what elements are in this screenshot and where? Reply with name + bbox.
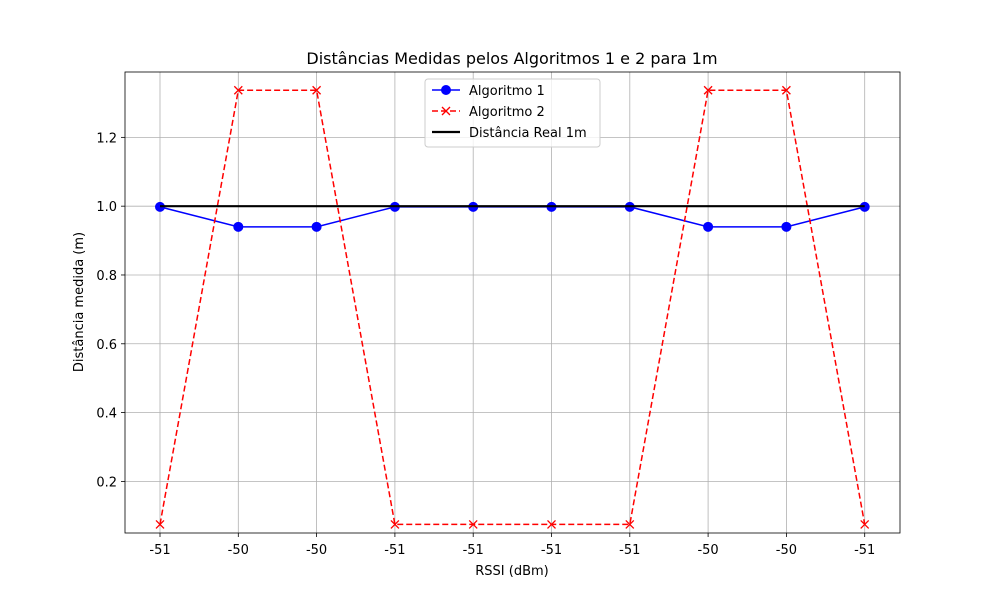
data-point-algoritmo-1 xyxy=(233,221,244,232)
data-point-algoritmo-1 xyxy=(781,221,792,232)
y-tick-label: 0.2 xyxy=(96,475,117,490)
legend-item-algoritmo-2: Algoritmo 2 xyxy=(432,105,545,120)
x-tick-label: -51 xyxy=(149,543,170,558)
grid xyxy=(125,72,900,533)
data-point-algoritmo-2 xyxy=(312,85,322,95)
legend-marker-algoritmo-2 xyxy=(441,106,451,116)
data-point-algoritmo-2 xyxy=(155,519,165,529)
y-axis-ticks: 0.2 0.4 0.6 0.8 1.0 1.2 xyxy=(96,131,125,490)
series-line-algoritmo-1 xyxy=(159,206,865,228)
legend-box xyxy=(424,78,601,148)
y-tick-label: 0.8 xyxy=(96,269,117,284)
x-axis-label: RSSI (dBm) xyxy=(475,564,548,579)
data-point-algoritmo-1 xyxy=(311,221,322,232)
x-tick-label: -51 xyxy=(541,543,562,558)
data-point-algoritmo-2 xyxy=(547,519,556,529)
series-line-algoritmo-2 xyxy=(159,89,866,526)
legend-label-algoritmo-1: Algoritmo 1 xyxy=(469,84,545,99)
data-point-algoritmo-2 xyxy=(860,519,870,529)
y-tick-label: 0.6 xyxy=(96,338,117,353)
legend-marker-algoritmo-1 xyxy=(441,85,451,95)
data-point-algoritmo-2 xyxy=(468,519,478,529)
series-algoritmo-2 xyxy=(155,85,870,529)
y-tick-label: 1.0 xyxy=(96,200,117,215)
series-layer xyxy=(155,85,870,529)
y-tick-label: 1.2 xyxy=(96,131,117,146)
legend-item-algoritmo-1: Algoritmo 1 xyxy=(432,84,545,99)
chart-title: Distâncias Medidas pelos Algoritmos 1 e … xyxy=(306,49,717,68)
legend-label-distancia-real-1m: Distância Real 1m xyxy=(469,126,587,141)
legend: Algoritmo 1 Algoritmo 2 Distância Real 1m xyxy=(424,78,601,148)
x-tick-label: -50 xyxy=(776,543,797,558)
data-point-algoritmo-1 xyxy=(703,221,714,232)
x-tick-label: -50 xyxy=(306,543,327,558)
data-point-algoritmo-2 xyxy=(625,519,635,529)
legend-item-distancia-real-1m: Distância Real 1m xyxy=(432,126,587,141)
x-tick-label: -51 xyxy=(384,543,405,558)
y-tick-label: 0.4 xyxy=(96,407,117,422)
data-point-algoritmo-2 xyxy=(390,519,400,529)
data-point-algoritmo-2 xyxy=(703,85,713,95)
legend-label-algoritmo-2: Algoritmo 2 xyxy=(469,105,545,120)
x-axis-ticks: -51 -50 -50 -51 -51 -51 -51 -50 -50 -51 xyxy=(149,533,875,558)
y-axis-label: Distância medida (m) xyxy=(72,232,87,372)
x-tick-label: -51 xyxy=(619,543,640,558)
x-tick-label: -51 xyxy=(463,543,484,558)
plot-frame xyxy=(124,71,901,534)
x-tick-label: -50 xyxy=(228,543,249,558)
x-tick-label: -51 xyxy=(854,543,875,558)
data-point-algoritmo-2 xyxy=(781,85,791,95)
data-point-algoritmo-2 xyxy=(233,85,243,95)
x-tick-label: -50 xyxy=(697,543,718,558)
